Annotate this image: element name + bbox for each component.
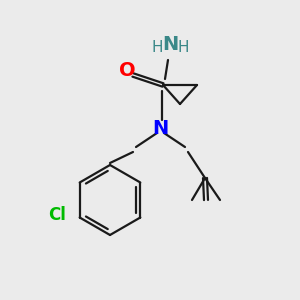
Text: O: O [119, 61, 135, 80]
Text: N: N [152, 118, 168, 137]
Text: Cl: Cl [48, 206, 66, 224]
Text: H: H [151, 40, 163, 55]
Text: H: H [177, 40, 189, 55]
Text: N: N [162, 34, 178, 53]
